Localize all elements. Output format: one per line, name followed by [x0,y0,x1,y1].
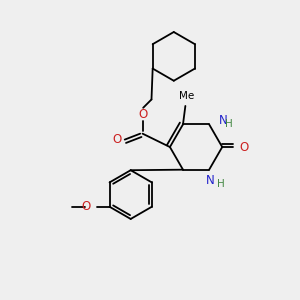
Text: O: O [239,140,249,154]
Text: N: N [219,114,227,127]
Text: H: H [218,179,225,189]
Text: O: O [113,133,122,146]
Text: H: H [226,119,233,129]
Text: N: N [206,174,215,187]
Text: Me: Me [179,92,194,101]
Text: O: O [81,200,90,213]
Text: O: O [138,108,147,121]
